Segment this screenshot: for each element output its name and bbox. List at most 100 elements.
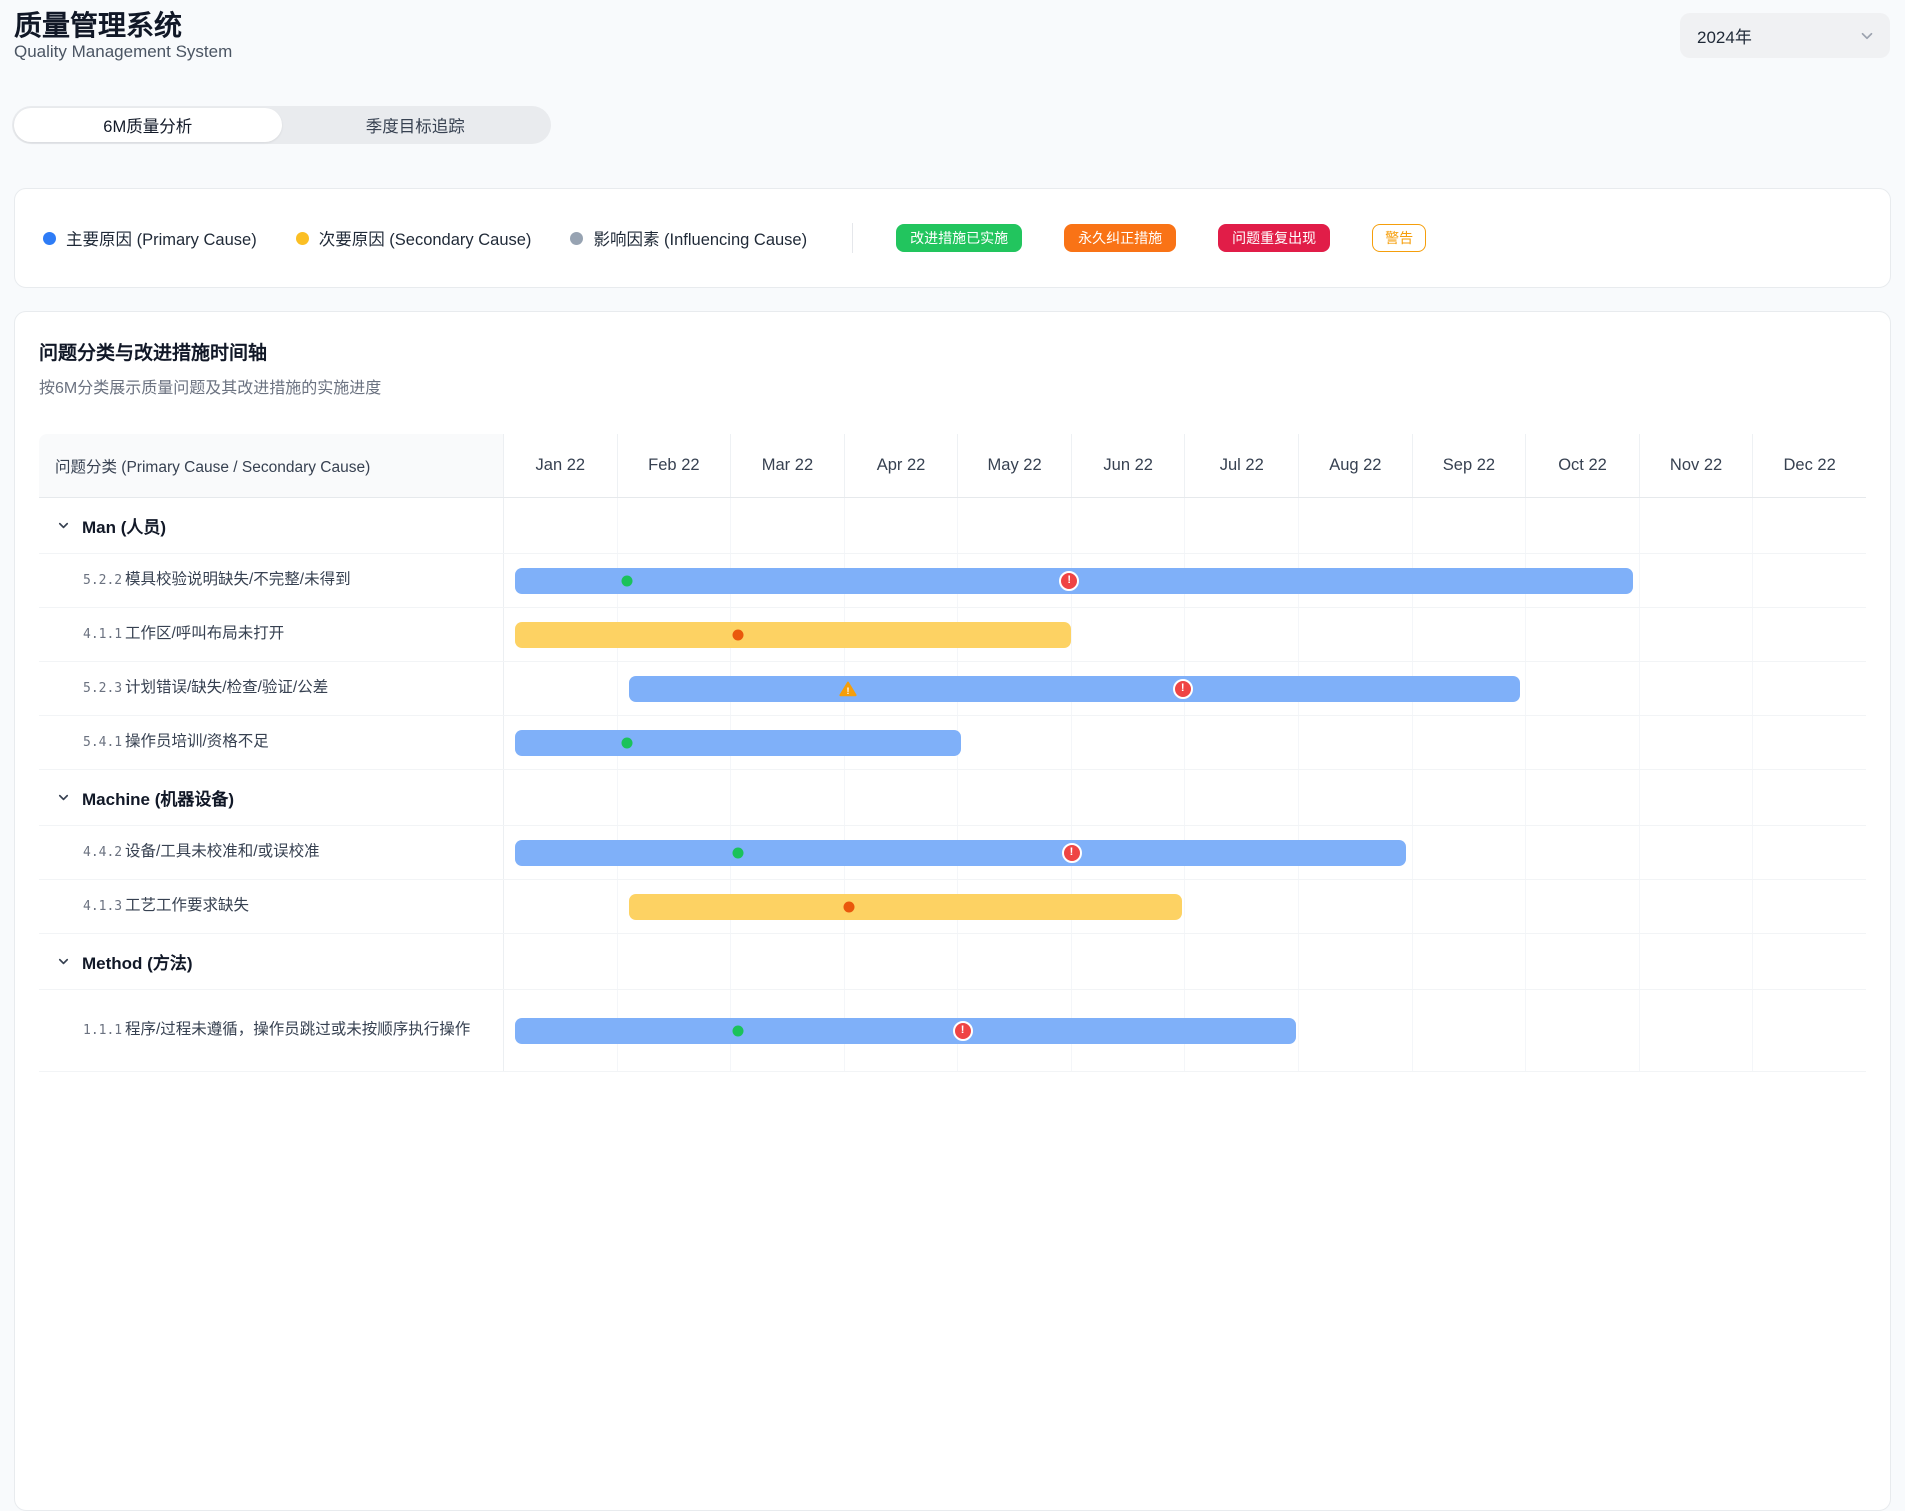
year-select-value: 2024年: [1697, 28, 1752, 47]
marker-warning-icon: !: [839, 681, 857, 697]
issue-code: 4.4.2: [83, 845, 123, 860]
grid-cell: [1752, 770, 1866, 825]
gantt-bar-primary[interactable]: [515, 1017, 1297, 1044]
issue-row: 5.4.1 操作员培训/资格不足: [39, 716, 1866, 770]
grid-cell: [843, 934, 958, 989]
grid-cell: [1411, 608, 1526, 661]
issue-row: 4.1.3 工艺工作要求缺失: [39, 880, 1866, 934]
month-header: Jan 22: [535, 456, 586, 474]
grid-cell: [1752, 662, 1866, 715]
issue-code: 5.2.3: [83, 681, 123, 696]
grid-cell: [730, 934, 844, 989]
gantt-bar-primary[interactable]: [515, 729, 962, 756]
page-subtitle: Quality Management System: [14, 42, 233, 61]
grid-cell: [1638, 716, 1753, 769]
grid-cell: [1525, 498, 1639, 553]
gantt-bar-primary[interactable]: [628, 675, 1520, 702]
grid-cell: [1411, 990, 1526, 1071]
issue-label-cell: 5.2.2 模具校验说明缺失/不完整/未得到: [39, 554, 503, 607]
issue-code: 5.2.2: [83, 573, 123, 588]
group-row[interactable]: Machine (机器设备): [39, 770, 1866, 826]
marker-implemented-icon: [621, 737, 633, 748]
status-badge-warning: 警告: [1372, 223, 1427, 253]
grid-cell: [957, 498, 1071, 553]
gantt-bar-secondary[interactable]: [515, 621, 1072, 648]
issue-code: 1.1.1: [83, 1023, 123, 1038]
issue-label-cell: 4.1.3 工艺工作要求缺失: [39, 880, 503, 933]
issue-row: 4.4.2 设备/工具未校准和/或误校准!: [39, 826, 1866, 880]
chevron-down-icon: [1861, 32, 1873, 39]
grid-cell: [1298, 990, 1412, 1071]
grid-cell: [730, 498, 844, 553]
issue-grid: !: [503, 826, 1866, 879]
legend-item-influencing-cause: 影响因素 (Influencing Cause): [570, 226, 807, 250]
issue-label-cell: 5.4.1 操作员培训/资格不足: [39, 716, 503, 769]
month-header: May 22: [957, 434, 1071, 497]
grid-cell: [616, 880, 731, 933]
issue-label-cell: 5.2.3 计划错误/缺失/检查/验证/公差: [39, 662, 503, 715]
issue-code: 4.1.1: [83, 627, 123, 642]
chevron-down-icon[interactable]: [54, 517, 72, 535]
grid-cell: [1411, 770, 1526, 825]
issue-label: 工艺工作要求缺失: [125, 897, 250, 915]
grid-cell: [504, 880, 617, 933]
grid-cell: [504, 934, 617, 989]
grid-cell: [1525, 716, 1639, 769]
group-label-cell: Machine (机器设备): [39, 770, 503, 825]
legend-items: 主要原因 (Primary Cause) 次要原因 (Secondary Caus…: [43, 226, 846, 250]
legend-dot-icon: [43, 231, 56, 245]
gantt-bar-primary[interactable]: [515, 839, 1407, 866]
group-row[interactable]: Method (方法): [39, 934, 1866, 990]
issue-label-cell: 4.1.1 工作区/呼叫布局未打开: [39, 608, 503, 661]
grid-cell: [1752, 554, 1866, 607]
chevron-down-icon[interactable]: [54, 789, 72, 807]
grid-cell: [957, 716, 1071, 769]
group-grid: [503, 498, 1866, 553]
month-header: Mar 22: [730, 434, 844, 497]
grid-cell: [1525, 826, 1639, 879]
issue-label: 设备/工具未校准和/或误校准: [125, 843, 320, 861]
month-header: Jun 22: [1070, 434, 1185, 497]
timeline-card: 问题分类与改进措施时间轴 按6M分类展示质量问题及其改进措施的实施进度 问题分类…: [14, 311, 1891, 1511]
issue-row: 5.2.3 计划错误/缺失/检查/验证/公差!!: [39, 662, 1866, 716]
issue-label-cell: 1.1.1 程序/过程未遵循，操作员跳过或未按顺序执行操作: [39, 990, 503, 1071]
grid-cell: [1638, 770, 1753, 825]
grid-cell: [616, 498, 731, 553]
legend-dot-icon: [295, 231, 309, 245]
grid-cell: [1638, 662, 1753, 715]
gantt-bar-secondary[interactable]: [628, 893, 1182, 920]
grid-cell: [1525, 662, 1639, 715]
year-select[interactable]: 2024年: [1680, 13, 1890, 58]
grid-cell: [1638, 608, 1753, 661]
grid-cell: [730, 770, 844, 825]
grid-cell: [1525, 608, 1639, 661]
grid-cell: [1638, 990, 1753, 1071]
chevron-down-icon[interactable]: [54, 953, 72, 971]
legend-label: 影响因素 (Influencing Cause): [593, 231, 808, 249]
tab-quarterly-goal-tracking[interactable]: 季度目标追踪: [282, 108, 550, 142]
legend-bar: 主要原因 (Primary Cause) 次要原因 (Secondary Caus…: [14, 188, 1891, 288]
status-badge-issue-recurrence: 问题重复出现: [1218, 223, 1331, 253]
grid-cell: [616, 662, 731, 715]
tab-6m-quality-analysis[interactable]: 6M质量分析: [14, 108, 282, 142]
grid-cell: [1070, 716, 1185, 769]
legend-divider: [852, 223, 854, 253]
group-row[interactable]: Man (人员): [39, 498, 1866, 554]
timeline-header: 问题分类 (Primary Cause / Secondary Cause) J…: [39, 434, 1866, 498]
marker-permanent-icon: [843, 901, 855, 912]
app-header: 质量管理系统 Quality Management System 2024年: [0, 0, 1905, 100]
grid-cell: [1411, 716, 1526, 769]
marker-recurrence-icon: !: [1061, 842, 1082, 863]
grid-cell: [1525, 990, 1639, 1071]
group-label-cell: Method (方法): [39, 934, 503, 989]
grid-cell: [1411, 826, 1526, 879]
grid-cell: [1411, 934, 1526, 989]
issue-row: 4.1.1 工作区/呼叫布局未打开: [39, 608, 1866, 662]
issue-grid: !: [503, 554, 1866, 607]
marker-permanent-icon: [732, 629, 744, 640]
issue-code: 4.1.3: [83, 899, 123, 914]
timeline-body: Man (人员) 5.2.2 模具校验说明缺失/不完整/未得到! 4.1.1 工作区/呼…: [39, 498, 1866, 1072]
tab-bar: 6M质量分析 季度目标追踪: [12, 106, 551, 144]
grid-cell: [1184, 716, 1298, 769]
grid-cell: [1525, 770, 1639, 825]
